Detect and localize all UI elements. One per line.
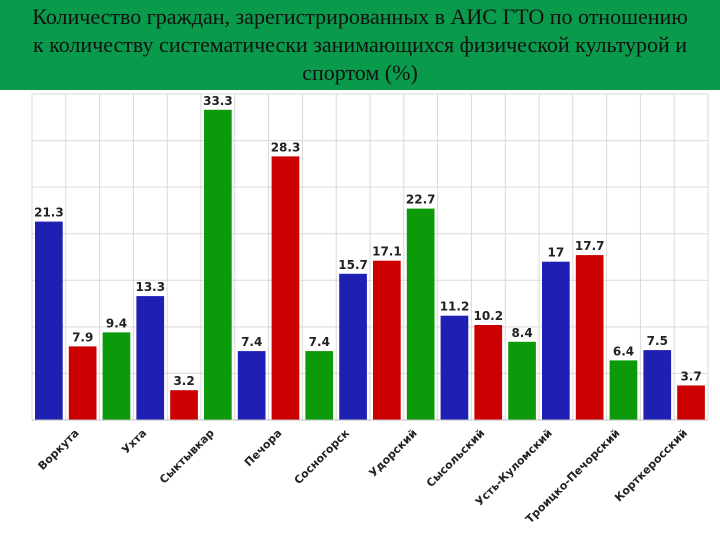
data-label-4: 13.3 xyxy=(135,280,165,294)
bar-9 xyxy=(305,351,334,420)
data-label-18: 6.4 xyxy=(613,344,634,358)
bar-8 xyxy=(271,156,300,420)
bar-18 xyxy=(609,360,638,420)
bar-5 xyxy=(170,390,198,420)
category-label-6: Удорский xyxy=(367,427,420,480)
bar-7 xyxy=(237,351,266,420)
bar-chart: 21.3 7.9 9.4 13.3 3.2 33.3 7.4 28.3 7.4 15.7 17.1 2… xyxy=(31,93,709,526)
category-label-3: Сыктывкар xyxy=(157,427,217,487)
data-label-13: 11.2 xyxy=(440,300,470,314)
category-label-7: Сысольский xyxy=(424,427,487,490)
bar-13 xyxy=(440,315,469,420)
category-label-2: Ухта xyxy=(119,427,149,457)
data-label-3: 9.4 xyxy=(106,316,127,330)
bar-12 xyxy=(406,208,435,420)
bar-15 xyxy=(508,341,536,420)
grid xyxy=(31,93,709,421)
data-label-11: 17.1 xyxy=(372,245,402,259)
bar-4 xyxy=(136,296,165,420)
data-label-14: 10.2 xyxy=(473,309,503,323)
bar-17 xyxy=(575,255,604,420)
bar-10 xyxy=(339,273,367,420)
bar-2 xyxy=(68,346,97,420)
chart-area: 21.3 7.9 9.4 13.3 3.2 33.3 7.4 28.3 7.4 15.7 17.1 2… xyxy=(0,90,720,540)
bar-19 xyxy=(643,350,672,420)
bar-16 xyxy=(542,261,570,420)
data-label-6: 33.3 xyxy=(203,94,233,108)
data-label-17: 17.7 xyxy=(575,239,605,253)
data-label-9: 7.4 xyxy=(309,335,330,349)
bar-14 xyxy=(474,325,503,420)
data-label-8: 28.3 xyxy=(271,140,301,154)
bar-1 xyxy=(35,221,63,420)
data-label-10: 15.7 xyxy=(338,258,368,272)
data-label-16: 17 xyxy=(548,246,565,260)
data-label-12: 22.7 xyxy=(406,193,436,207)
bar-20 xyxy=(677,385,705,420)
data-label-7: 7.4 xyxy=(241,335,262,349)
bar-11 xyxy=(373,260,401,420)
category-label-1: Воркута xyxy=(36,427,82,473)
title-banner: Количество граждан, зарегистрированных в… xyxy=(0,0,720,90)
category-label-10: Корткеросский xyxy=(612,427,690,505)
data-label-1: 21.3 xyxy=(34,206,64,220)
chart-title: Количество граждан, зарегистрированных в… xyxy=(32,4,688,85)
data-label-20: 3.7 xyxy=(680,370,701,384)
category-label-5: Сосногорск xyxy=(292,426,353,487)
data-label-15: 8.4 xyxy=(511,326,532,340)
data-label-5: 3.2 xyxy=(173,374,194,388)
data-label-2: 7.9 xyxy=(72,330,93,344)
bar-3 xyxy=(102,332,131,420)
category-label-4: Печора xyxy=(242,427,284,469)
bar-6 xyxy=(204,109,232,421)
data-label-19: 7.5 xyxy=(647,334,668,348)
